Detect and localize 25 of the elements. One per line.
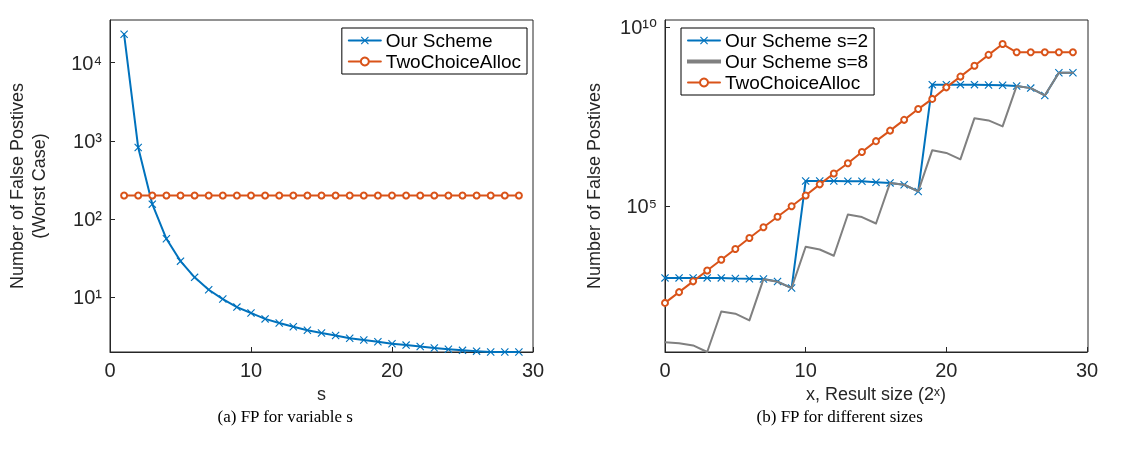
legend-label: Our Scheme s=8	[725, 51, 869, 72]
x-tick-label: 10	[794, 359, 817, 381]
legend-label: TwoChoiceAlloc	[385, 51, 521, 72]
x-tick-label: 10	[239, 359, 263, 381]
text: (a) FP for variable s	[217, 407, 353, 426]
y-axis-title: Number of False Postives	[584, 82, 604, 290]
text: (b) FP for different sizes	[756, 407, 923, 426]
x-tick-label: 0	[104, 359, 116, 381]
legend-label: TwoChoiceAlloc	[725, 72, 861, 93]
x-tick-label: 0	[659, 359, 671, 381]
x-tick-label: 20	[935, 359, 958, 381]
legend-label: Our Scheme	[385, 30, 493, 51]
y-tick-label: 10¹	[73, 286, 103, 309]
legend-label: Our Scheme s=2	[725, 30, 869, 51]
x-tick-label: 30	[1075, 359, 1099, 381]
y-tick-label: 10⁴	[71, 51, 102, 74]
x-axis-title: x, Result size (2ˣ)	[806, 383, 946, 404]
x-tick-label: 30	[521, 359, 545, 381]
x-tick-label: 20	[380, 359, 404, 381]
y-tick-label: 10²	[73, 208, 103, 231]
y-axis-title: Number of False Postives (Worst Case)	[7, 82, 49, 290]
y-tick-label: 10¹⁰	[620, 16, 657, 39]
y-tick-label: 10⁵	[626, 195, 657, 218]
y-tick-label: 10³	[73, 129, 103, 152]
x-axis-title: s	[317, 383, 326, 404]
